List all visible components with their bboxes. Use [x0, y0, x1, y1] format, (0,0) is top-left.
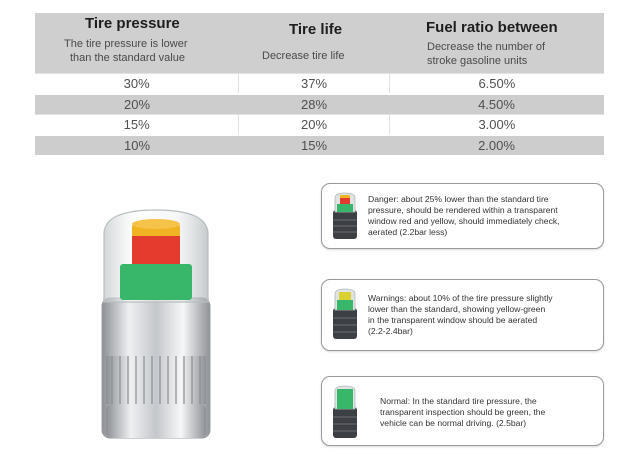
- header-title: Tire pressure: [85, 15, 180, 32]
- text-line: vehicle can be normal driving. (2.5bar): [380, 418, 527, 428]
- text-line: aerated (2.2bar less): [368, 227, 448, 237]
- header-tire-pressure: Tire pressure The tire pressure is lower…: [35, 13, 239, 73]
- table-row: 10% 15% 2.00%: [35, 134, 604, 155]
- text-line: transparent inspection should be green, …: [380, 407, 546, 417]
- table-header: Tire pressure The tire pressure is lower…: [35, 13, 604, 73]
- normal-info-box: Normal: In the standard tire pressure, t…: [321, 376, 604, 446]
- text-line: pressure, should be rendered within a tr…: [368, 205, 558, 215]
- yellow-green-cap-icon: [333, 288, 357, 339]
- table-cell: 15%: [35, 115, 240, 134]
- table-cell: 30%: [35, 74, 240, 93]
- danger-info-box: Danger: about 25% lower than the standar…: [321, 183, 604, 249]
- header-subtitle-line: Decrease the number of: [427, 41, 546, 53]
- text-line: Warnings: about 10% of the tire pressure…: [368, 293, 553, 303]
- table-row: 30% 37% 6.50%: [35, 73, 604, 93]
- header-title: Tire life: [289, 21, 343, 38]
- normal-text: Normal: In the standard tire pressure, t…: [380, 396, 545, 429]
- table-cell: 10%: [123, 138, 151, 153]
- table-cell: 6.50%: [478, 76, 516, 91]
- danger-text: Danger: about 25% lower than the standar…: [368, 194, 560, 238]
- text-line: in the transparent window should be aera…: [368, 315, 538, 325]
- text-line: window red and yellow, should immediatel…: [368, 216, 560, 226]
- green-cap-icon: [333, 385, 357, 438]
- header-subtitle-line: Decrease tire life: [262, 50, 345, 62]
- table-row: 15% 20% 3.00%: [35, 114, 604, 134]
- header-fuel-ratio: Fuel ratio between Decrease the number o…: [389, 13, 604, 73]
- table-row: 20% 28% 4.50%: [35, 93, 604, 114]
- header-tire-life: Tire life Decrease tire life: [239, 13, 389, 73]
- header-subtitle-line: stroke gasoline units: [427, 55, 528, 67]
- warning-text: Warnings: about 10% of the tire pressure…: [368, 293, 553, 337]
- tire-valve-cap-image: [101, 209, 211, 439]
- table-cell: 37%: [239, 74, 390, 93]
- table-cell: 15%: [300, 138, 328, 153]
- header-title: Fuel ratio between: [426, 19, 558, 36]
- table-cell: 20%: [123, 97, 151, 112]
- text-line: Normal: In the standard tire pressure, t…: [380, 396, 537, 406]
- header-subtitle-line: The tire pressure is lower: [64, 38, 188, 50]
- header-subtitle-line: than the standard value: [70, 52, 185, 64]
- table-cell: 28%: [300, 97, 328, 112]
- comparison-table: Tire pressure The tire pressure is lower…: [35, 13, 604, 155]
- table-cell: 3.00%: [478, 117, 516, 132]
- text-line: Danger: about 25% lower than the standar…: [368, 194, 549, 204]
- table-cell: 2.00%: [478, 138, 515, 153]
- text-line: (2.2-2.4bar): [368, 326, 413, 336]
- red-yellow-cap-icon: [333, 192, 357, 239]
- table-cell: 4.50%: [478, 97, 515, 112]
- warning-info-box: Warnings: about 10% of the tire pressure…: [321, 279, 604, 351]
- text-line: lower than the standard, showing yellow-…: [368, 304, 546, 314]
- table-cell: 20%: [239, 115, 390, 134]
